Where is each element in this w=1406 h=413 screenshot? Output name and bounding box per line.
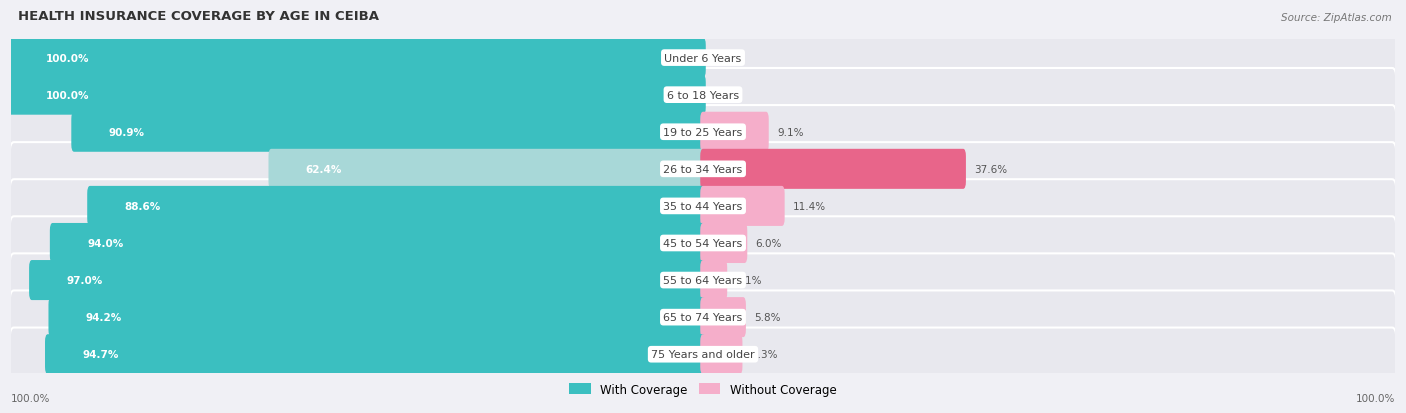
Text: 5.3%: 5.3% [751,349,778,359]
Text: 55 to 64 Years: 55 to 64 Years [664,275,742,285]
FancyBboxPatch shape [700,223,747,263]
Text: 35 to 44 Years: 35 to 44 Years [664,202,742,211]
Text: 75 Years and older: 75 Years and older [651,349,755,359]
FancyBboxPatch shape [10,106,1396,159]
Text: 5.8%: 5.8% [754,312,780,323]
Text: 94.0%: 94.0% [87,238,124,248]
Text: HEALTH INSURANCE COVERAGE BY AGE IN CEIBA: HEALTH INSURANCE COVERAGE BY AGE IN CEIB… [18,10,380,23]
Text: 11.4%: 11.4% [793,202,827,211]
FancyBboxPatch shape [700,261,727,300]
FancyBboxPatch shape [700,112,769,152]
Text: 97.0%: 97.0% [66,275,103,285]
Text: 9.1%: 9.1% [778,128,804,138]
Text: 6 to 18 Years: 6 to 18 Years [666,90,740,100]
FancyBboxPatch shape [700,297,747,337]
FancyBboxPatch shape [45,335,706,374]
FancyBboxPatch shape [48,297,706,337]
Text: 19 to 25 Years: 19 to 25 Years [664,128,742,138]
FancyBboxPatch shape [10,328,1396,381]
Text: 65 to 74 Years: 65 to 74 Years [664,312,742,323]
Text: 6.0%: 6.0% [755,238,782,248]
FancyBboxPatch shape [700,150,966,190]
FancyBboxPatch shape [700,335,742,374]
Text: 62.4%: 62.4% [307,164,342,174]
Text: Source: ZipAtlas.com: Source: ZipAtlas.com [1281,13,1392,23]
FancyBboxPatch shape [10,180,1396,233]
Legend: With Coverage, Without Coverage: With Coverage, Without Coverage [565,378,841,400]
Text: 94.2%: 94.2% [86,312,122,323]
FancyBboxPatch shape [10,143,1396,196]
Text: 26 to 34 Years: 26 to 34 Years [664,164,742,174]
FancyBboxPatch shape [10,32,1396,85]
FancyBboxPatch shape [10,217,1396,270]
FancyBboxPatch shape [10,69,1396,122]
Text: 88.6%: 88.6% [125,202,160,211]
Text: 100.0%: 100.0% [11,393,51,403]
Text: 94.7%: 94.7% [83,349,118,359]
FancyBboxPatch shape [10,254,1396,307]
FancyBboxPatch shape [10,291,1396,344]
FancyBboxPatch shape [8,76,706,115]
Text: Under 6 Years: Under 6 Years [665,53,741,64]
FancyBboxPatch shape [30,261,706,300]
Text: 100.0%: 100.0% [46,53,89,64]
FancyBboxPatch shape [49,223,706,263]
FancyBboxPatch shape [700,186,785,226]
Text: 45 to 54 Years: 45 to 54 Years [664,238,742,248]
Text: 90.9%: 90.9% [108,128,145,138]
FancyBboxPatch shape [72,112,706,152]
Text: 3.1%: 3.1% [735,275,762,285]
Text: 37.6%: 37.6% [974,164,1007,174]
FancyBboxPatch shape [87,186,706,226]
Text: 100.0%: 100.0% [1355,393,1395,403]
FancyBboxPatch shape [269,150,706,190]
FancyBboxPatch shape [8,38,706,78]
Text: 100.0%: 100.0% [46,90,89,100]
